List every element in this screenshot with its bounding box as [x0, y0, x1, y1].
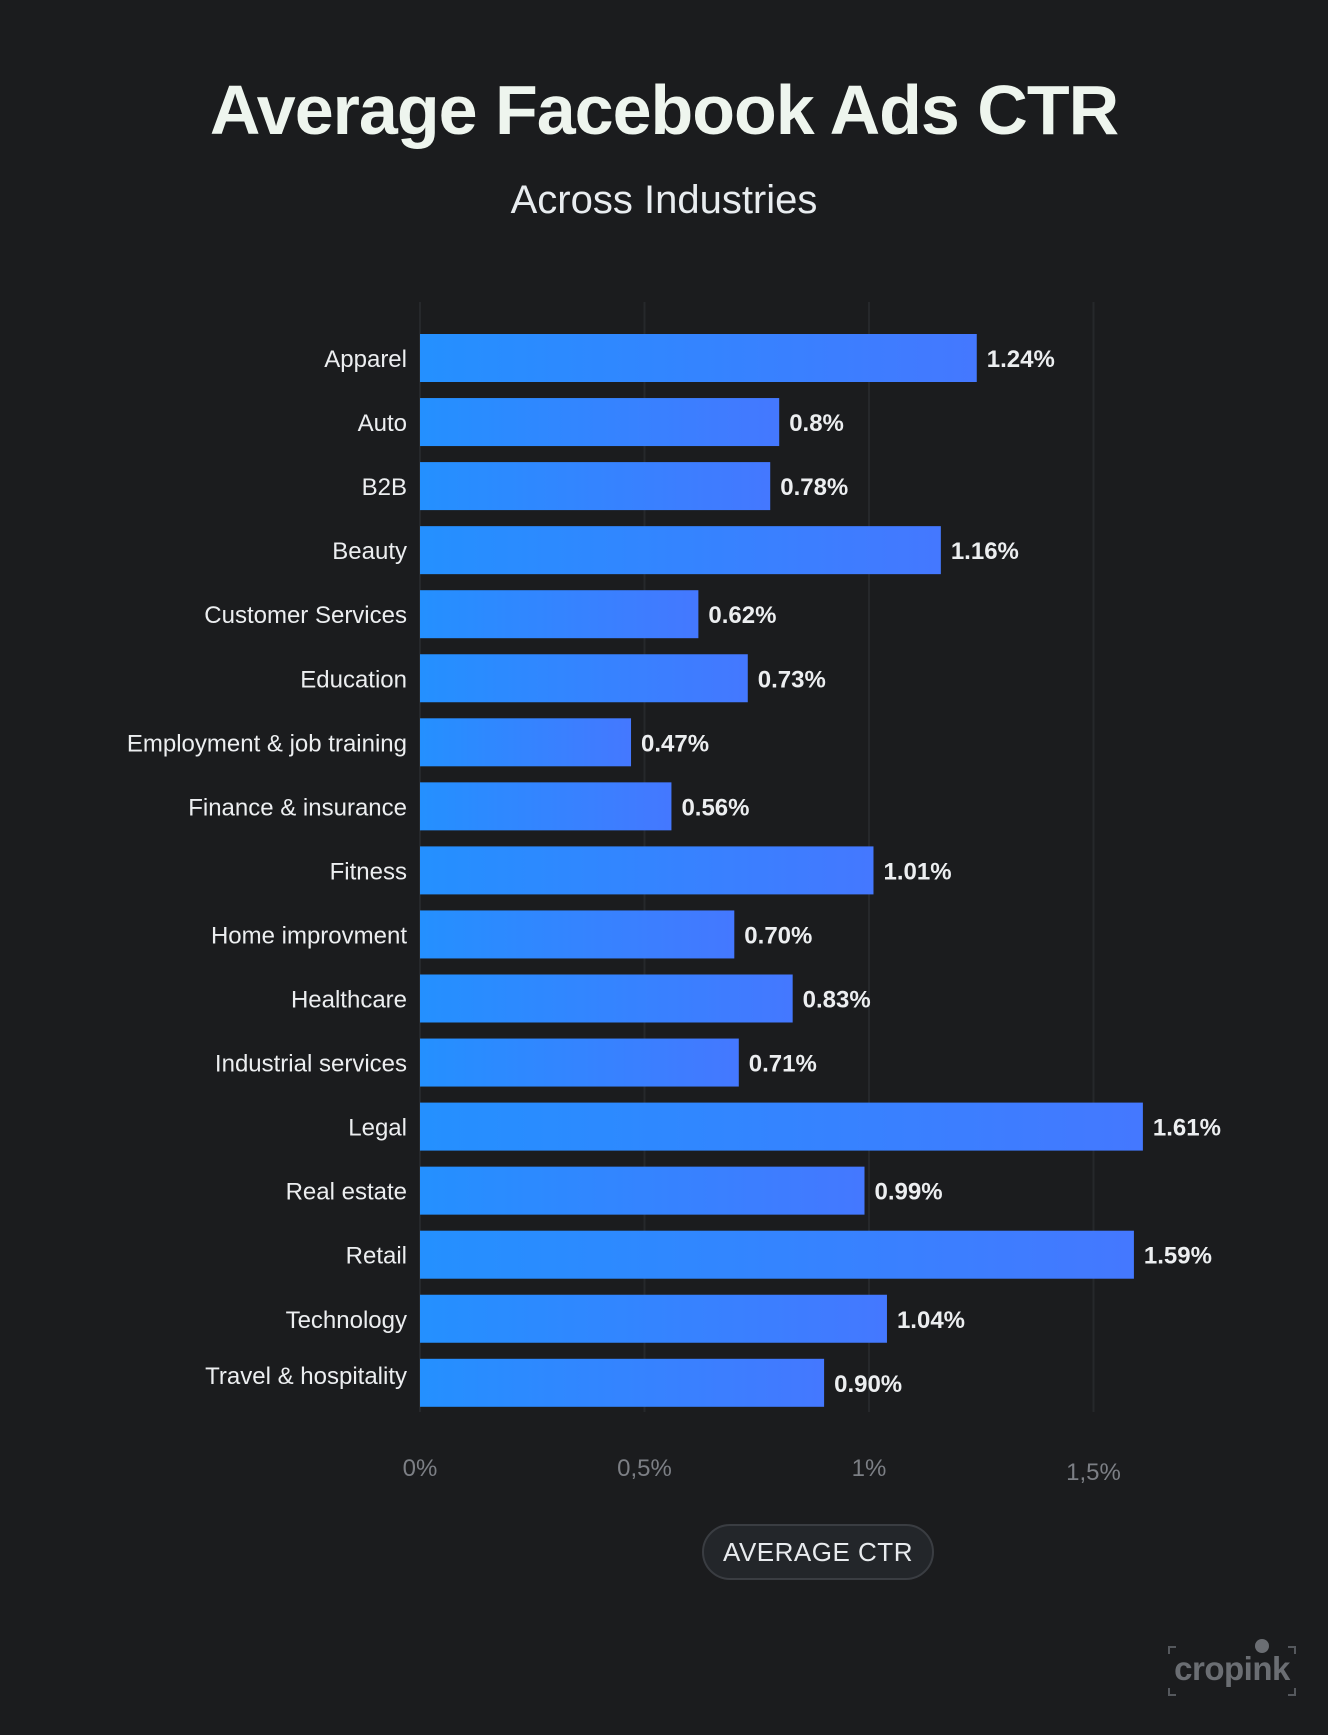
bar	[420, 718, 632, 767]
value-label: 0.78%	[780, 474, 848, 501]
x-tick-label: 1%	[852, 1455, 887, 1482]
bar	[420, 526, 941, 575]
bar	[420, 590, 699, 639]
value-label: 1.24%	[987, 346, 1055, 373]
category-label: Education	[300, 666, 407, 693]
brand-logo-text: cropink	[1174, 1650, 1290, 1687]
bar	[420, 334, 977, 382]
value-label: 0.56%	[681, 794, 749, 821]
value-label: 0.8%	[789, 410, 844, 437]
bar	[420, 654, 748, 703]
chart-subtitle: Across Industries	[510, 178, 818, 222]
category-label: Travel & hospitality	[205, 1363, 407, 1390]
bar	[420, 462, 771, 511]
category-label: Apparel	[324, 346, 407, 373]
bar	[420, 846, 874, 895]
bar	[420, 398, 780, 447]
bar	[420, 1358, 825, 1407]
value-label: 0.90%	[834, 1371, 902, 1398]
value-label: 1.16%	[951, 538, 1019, 565]
category-label: Beauty	[332, 538, 407, 565]
bar	[420, 1166, 865, 1215]
category-label: Fitness	[330, 858, 407, 885]
category-label: Technology	[286, 1307, 407, 1334]
category-label: B2B	[362, 474, 407, 501]
bar	[420, 1230, 1134, 1279]
value-label: 0.83%	[803, 987, 871, 1014]
bar	[420, 782, 672, 831]
bars: Apparel 1.24% Auto 0.8% B2B 0.78% Beauty 1.16% C…	[127, 334, 1221, 1407]
category-label: Finance & insurance	[188, 794, 407, 821]
value-label: 1.61%	[1153, 1115, 1221, 1142]
category-label: Retail	[346, 1243, 407, 1270]
category-label: Real estate	[286, 1179, 407, 1206]
category-label: Auto	[358, 410, 407, 437]
x-axis-label: AVERAGE CTR	[702, 1524, 934, 1580]
category-label: Customer Services	[204, 602, 407, 629]
brand-logo: cropink	[1168, 1639, 1296, 1696]
category-label: Healthcare	[291, 987, 407, 1014]
bar	[420, 1102, 1143, 1151]
value-label: 0.62%	[708, 602, 776, 629]
chart-title: Average Facebook Ads CTR	[209, 71, 1119, 149]
x-tick-label: 1,5%	[1066, 1459, 1121, 1486]
bar	[420, 910, 735, 959]
value-label: 0.73%	[758, 666, 826, 693]
value-label: 0.70%	[744, 922, 812, 949]
x-tick-label: 0%	[403, 1455, 438, 1482]
value-label: 0.47%	[641, 730, 709, 757]
category-label: Employment & job training	[127, 730, 407, 757]
value-label: 1.01%	[883, 858, 951, 885]
x-axis-ticks: 0% 0,5% 1% 1,5%	[403, 1455, 1121, 1486]
value-label: 1.04%	[897, 1307, 965, 1334]
value-label: 0.71%	[749, 1051, 817, 1078]
bar	[420, 974, 793, 1023]
bar	[420, 1038, 739, 1087]
bar	[420, 1294, 887, 1343]
category-label: Industrial services	[215, 1051, 407, 1078]
value-label: 1.59%	[1144, 1243, 1212, 1270]
category-label: Home improvment	[211, 922, 407, 949]
category-label: Legal	[348, 1115, 407, 1142]
x-tick-label: 0,5%	[617, 1455, 672, 1482]
value-label: 0.99%	[875, 1179, 943, 1206]
cropink-dot-icon	[1255, 1639, 1269, 1653]
